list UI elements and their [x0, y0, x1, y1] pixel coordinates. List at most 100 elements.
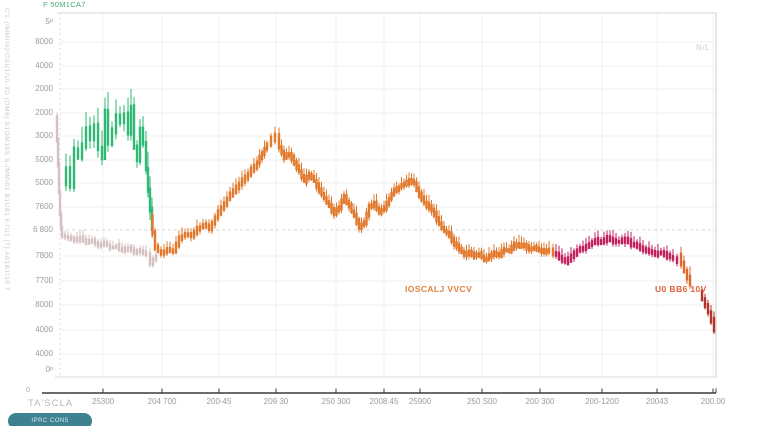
candle-body — [512, 241, 516, 251]
candle-body — [322, 191, 326, 200]
candle-body — [287, 152, 291, 158]
candle-body — [102, 240, 106, 247]
candle-body — [138, 126, 142, 163]
candle-body — [231, 188, 235, 198]
candle-body — [581, 245, 585, 252]
candle-body — [162, 249, 166, 256]
candle-body — [515, 242, 518, 249]
candle-body — [477, 252, 481, 258]
y-axis-label: 4000 — [35, 61, 53, 70]
y-axis-label: 2000 — [35, 84, 53, 93]
candle-body — [216, 209, 220, 221]
candle-body — [335, 207, 338, 216]
candle-body — [425, 200, 428, 209]
candle-body — [148, 187, 152, 213]
candle-body — [365, 211, 368, 226]
series-label-orange: IOSCALJ VVCV — [405, 284, 473, 294]
candle-body — [99, 242, 103, 248]
candle-body — [183, 231, 187, 238]
candle-body — [129, 244, 133, 253]
candle-body — [554, 251, 558, 257]
candle-body — [80, 142, 84, 160]
y-axis-label: 5ᵖ — [45, 17, 53, 26]
candle-body — [213, 215, 217, 226]
candle-body — [505, 247, 508, 253]
candle-body — [407, 178, 411, 186]
candle-body — [482, 254, 486, 263]
candle-body — [500, 249, 503, 259]
candle-body — [502, 246, 506, 255]
candle-body — [146, 166, 150, 193]
candle-body — [551, 247, 555, 257]
candle-body — [88, 125, 92, 142]
candle-body — [63, 233, 67, 239]
candle-body — [141, 248, 145, 256]
candle-body — [352, 209, 356, 218]
candle-body — [535, 244, 538, 252]
candle-body — [517, 241, 521, 249]
candle-body — [400, 183, 403, 189]
candle-body — [154, 254, 158, 262]
candle-body — [302, 173, 306, 183]
candle-body — [105, 240, 109, 247]
candle-body — [462, 249, 466, 257]
candle-body — [417, 186, 421, 198]
candle-body — [605, 234, 609, 244]
candle-body — [420, 191, 423, 202]
candle-body — [228, 191, 232, 201]
x-axis-label: 250 S00 — [467, 397, 497, 406]
candle-body — [108, 243, 112, 251]
candle-body — [177, 235, 181, 248]
candle-body — [430, 204, 433, 213]
candle-body — [126, 246, 130, 252]
candle-body — [590, 240, 594, 248]
candle-body — [465, 250, 468, 258]
candle-body — [480, 250, 483, 259]
candle-body — [437, 216, 441, 226]
candle-body — [126, 111, 130, 136]
candle-body — [557, 251, 561, 261]
candle-body — [87, 238, 91, 245]
candle-body — [593, 238, 597, 245]
candle-body — [675, 256, 679, 264]
candle-body — [114, 113, 118, 135]
candle-body — [578, 246, 582, 253]
candle-body — [55, 115, 59, 143]
candle-body — [300, 169, 303, 180]
candle-body — [222, 201, 226, 211]
candle-body — [260, 151, 264, 161]
candle-body — [280, 144, 283, 155]
candle-body — [629, 238, 633, 248]
candle-body — [367, 203, 371, 218]
x-axis-label: 250 300 — [321, 397, 351, 406]
candle-body — [700, 289, 704, 301]
candle-body — [317, 182, 321, 194]
x-axis-label: 25300 — [91, 397, 115, 406]
candle-body — [671, 255, 675, 261]
candle-body — [78, 235, 82, 243]
y-axis-label: 3000 — [35, 131, 53, 140]
y-axis-label: 8000 — [35, 300, 53, 309]
candle-body — [405, 179, 408, 187]
candle-body — [380, 208, 383, 215]
candle-body — [100, 145, 104, 161]
candle-body — [520, 242, 523, 249]
candle-body — [258, 154, 261, 165]
candle-body — [688, 274, 692, 287]
candle-body — [312, 175, 316, 183]
candle-body — [207, 223, 211, 232]
candle-body — [135, 144, 139, 163]
candle-body — [587, 242, 591, 249]
x-axis-label: 200-45 — [206, 397, 232, 406]
candle-body — [467, 249, 471, 257]
bottom-left-button[interactable]: IPRC CON5 — [8, 413, 92, 426]
candle-body — [470, 249, 473, 257]
candle-body — [290, 152, 293, 162]
candle-body — [69, 235, 73, 242]
candle-body — [357, 218, 361, 230]
candle-body — [347, 199, 351, 209]
candle-body — [435, 210, 438, 223]
y-axis-label: 8000 — [35, 37, 53, 46]
candle-body — [210, 220, 214, 232]
